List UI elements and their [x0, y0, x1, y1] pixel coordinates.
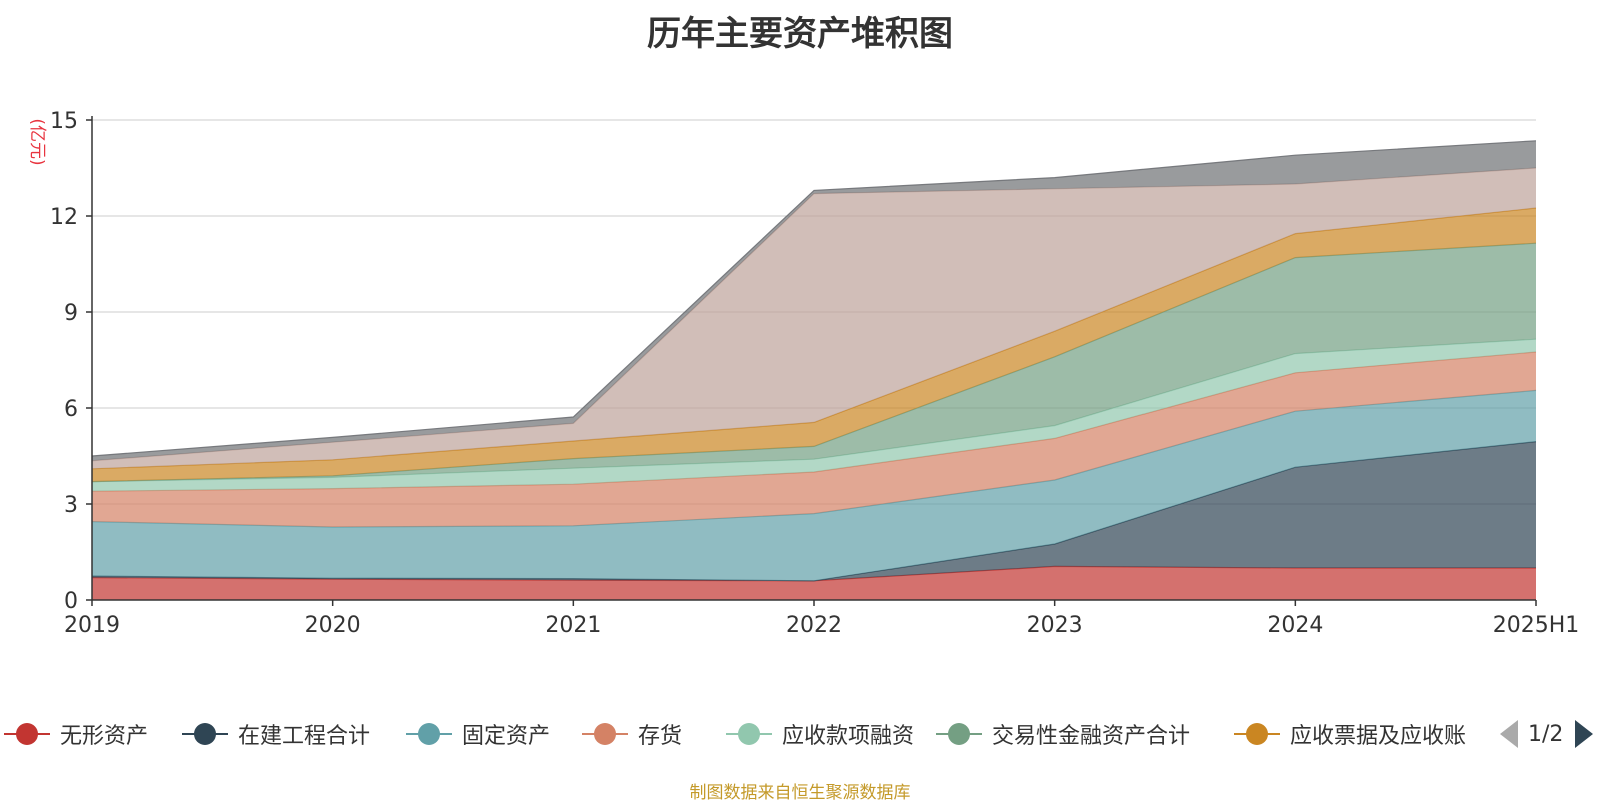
legend-label: 在建工程合计	[238, 724, 371, 749]
area-series-8	[92, 140, 1536, 461]
legend-label: 固定资产	[462, 724, 551, 749]
legend: 无形资产 在建工程合计 固定资产 存货 应收款项融资 交易性金融资产合计 应收票据及应收账	[0, 716, 1600, 752]
series-areas	[91, 140, 1537, 600]
y-tick-label: 3	[64, 493, 78, 518]
y-tick-label: 15	[50, 109, 78, 134]
x-tick-label: 2023	[1027, 613, 1083, 638]
legend-item[interactable]: 固定资产	[404, 716, 550, 752]
legend-label: 无形资产	[60, 724, 149, 749]
x-tick-label: 2019	[64, 613, 120, 638]
chart-title: 历年主要资产堆积图	[647, 14, 953, 54]
y-tick-label: 12	[50, 205, 78, 230]
legend-page-indicator: 1/2	[1528, 721, 1564, 747]
legend-next-page-icon[interactable]	[1575, 720, 1594, 748]
legend-marker-dot	[1246, 723, 1268, 745]
x-tick-label: 2025H1	[1493, 613, 1580, 638]
x-tick-label: 2021	[545, 613, 601, 638]
area-series-5	[92, 243, 1536, 482]
area-series-2	[92, 390, 1536, 581]
legend-prev-page-icon[interactable]	[1500, 720, 1518, 748]
area-series-7	[92, 168, 1536, 469]
legend-marker-icon	[404, 722, 454, 746]
area-series-0	[92, 566, 1536, 600]
series-line-8	[91, 140, 1537, 457]
legend-marker-dot	[16, 723, 38, 745]
y-axis-unit-label: (亿元)	[27, 118, 47, 165]
legend-item[interactable]: 应收款项融资	[724, 716, 914, 752]
area-series-4	[92, 339, 1536, 492]
legend-marker-dot	[738, 723, 760, 745]
legend-label: 应收款项融资	[782, 724, 915, 749]
source-note: 制图数据来自恒生聚源数据库	[689, 783, 911, 803]
legend-marker-icon	[724, 722, 774, 746]
legend-label: 应收票据及应收账	[1290, 724, 1467, 749]
legend-item[interactable]: 应收票据及应收账	[1232, 716, 1466, 752]
x-tick-label: 2020	[305, 613, 361, 638]
area-series-1	[92, 441, 1536, 581]
x-tick-label: 2024	[1267, 613, 1323, 638]
legend-marker-icon	[180, 722, 230, 746]
area-series-3	[92, 352, 1536, 527]
legend-marker-dot	[948, 723, 970, 745]
legend-marker-icon	[1232, 722, 1282, 746]
legend-label: 存货	[638, 724, 683, 749]
legend-marker-icon	[934, 722, 984, 746]
legend-item[interactable]: 交易性金融资产合计	[934, 716, 1190, 752]
y-tick-label: 9	[64, 301, 78, 326]
y-tick-label: 6	[64, 397, 78, 422]
area-series-6	[92, 208, 1536, 482]
axes: 0 3 6 9 12 15 2019 2020 2021 2022 2023 2024 2025H1	[50, 109, 1579, 638]
legend-pager: 1/2	[1500, 716, 1594, 752]
legend-item[interactable]: 无形资产	[2, 716, 148, 752]
legend-marker-icon	[2, 722, 52, 746]
legend-item[interactable]: 存货	[580, 716, 682, 752]
legend-label: 交易性金融资产合计	[992, 724, 1191, 749]
legend-item[interactable]: 在建工程合计	[180, 716, 370, 752]
x-tick-label: 2022	[786, 613, 842, 638]
legend-marker-dot	[194, 723, 216, 745]
legend-marker-dot	[594, 723, 616, 745]
legend-marker-dot	[418, 723, 440, 745]
y-tick-label: 0	[64, 589, 78, 614]
legend-marker-icon	[580, 722, 630, 746]
